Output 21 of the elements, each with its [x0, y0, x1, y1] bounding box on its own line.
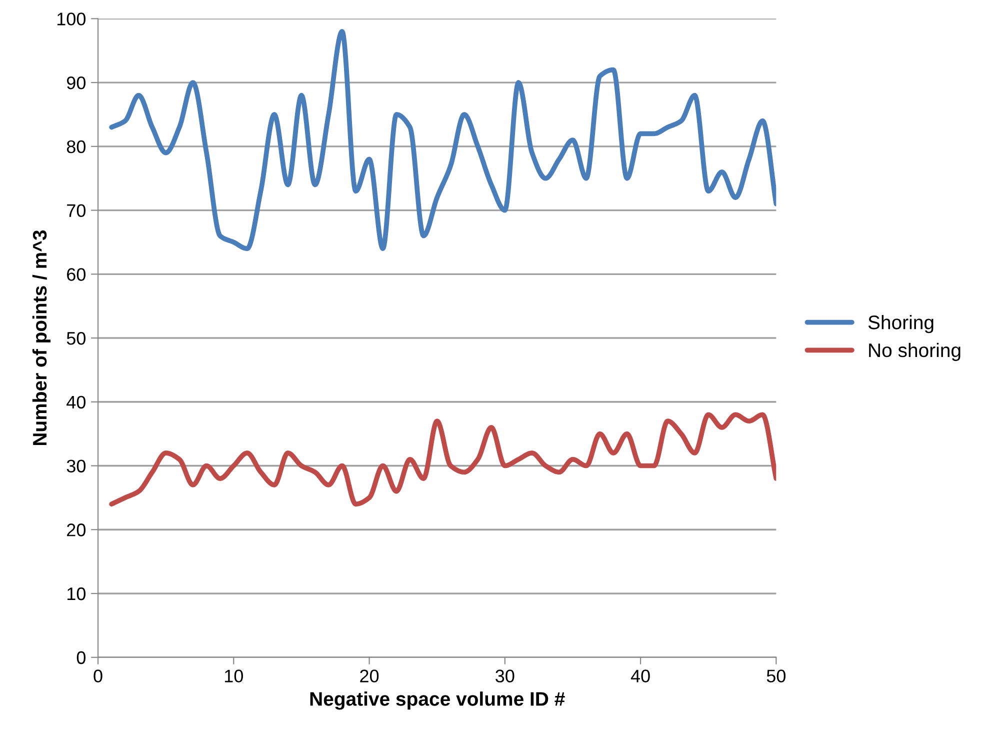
y-tick-label: 50 [66, 332, 86, 345]
legend-label: No shoring [869, 342, 960, 362]
x-tick-label: 50 [766, 670, 786, 682]
legend-label: Shoring [868, 315, 934, 334]
x-tick-label: 0 [94, 670, 102, 682]
y-tick-label: 10 [68, 587, 86, 600]
x-tick-label: 30 [496, 670, 514, 682]
x-tick-label: 40 [630, 670, 650, 682]
y-tick-label: 80 [66, 140, 86, 154]
y-tick-label: 90 [66, 76, 86, 90]
x-tick-label: 10 [224, 670, 243, 682]
y-tick-label: 70 [67, 204, 86, 217]
y-tick-label: 40 [66, 396, 86, 409]
y-tick-label: 20 [67, 524, 86, 536]
y-tick-label: 60 [67, 268, 86, 281]
y-axis-title: Number of points / m^3 [32, 230, 51, 446]
x-axis-title: Negative space volume ID # [310, 692, 565, 710]
x-tick-label: 20 [360, 670, 379, 682]
y-tick-label: 100 [57, 12, 86, 26]
y-tick-label: 30 [66, 460, 86, 472]
y-tick-label: 0 [76, 651, 86, 664]
